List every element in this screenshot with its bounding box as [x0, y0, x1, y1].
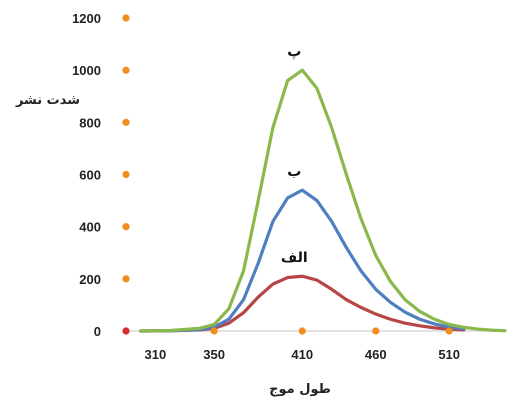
y-tick-label: 1200	[72, 11, 101, 26]
series-line	[139, 68, 507, 333]
x-tick-marker	[298, 327, 306, 335]
series-name-label: ب	[287, 164, 301, 180]
y-tick-marker	[122, 14, 130, 22]
x-tick-marker	[445, 327, 453, 335]
series-name-label: پ	[287, 44, 301, 60]
series-line	[139, 188, 466, 333]
series-line	[139, 274, 466, 333]
x-tick-label: 460	[365, 347, 387, 362]
x-tick-marker	[372, 327, 380, 335]
x-tick-label: 510	[438, 347, 460, 362]
y-tick-label: 0	[94, 324, 101, 339]
y-tick-marker	[122, 66, 130, 74]
y-tick-marker	[122, 118, 130, 126]
y-tick-marker	[122, 170, 130, 179]
x-axis-label: طول موج	[269, 382, 331, 397]
y-tick-label: 800	[79, 115, 101, 130]
y-tick-marker	[122, 275, 130, 283]
y-tick-marker	[122, 327, 130, 335]
y-tick-label: 400	[79, 220, 101, 235]
series-name-label: الف	[281, 250, 308, 266]
x-tick-label: 410	[291, 347, 313, 362]
y-tick-marker	[122, 223, 130, 231]
y-tick-label: 600	[79, 168, 101, 183]
y-tick-label: 1000	[72, 63, 101, 78]
x-tick-label: 310	[145, 347, 167, 362]
chart-labels: شدت نشر طول موج 0 200 400 600 800 1000 1200 310…	[15, 11, 460, 397]
y-axis-label: شدت نشر	[15, 93, 80, 108]
x-tick-marker	[210, 327, 218, 335]
y-tick-label: 200	[79, 272, 101, 287]
axis-markers	[122, 14, 453, 335]
series-lines	[139, 68, 507, 333]
x-tick-label: 350	[203, 347, 225, 362]
